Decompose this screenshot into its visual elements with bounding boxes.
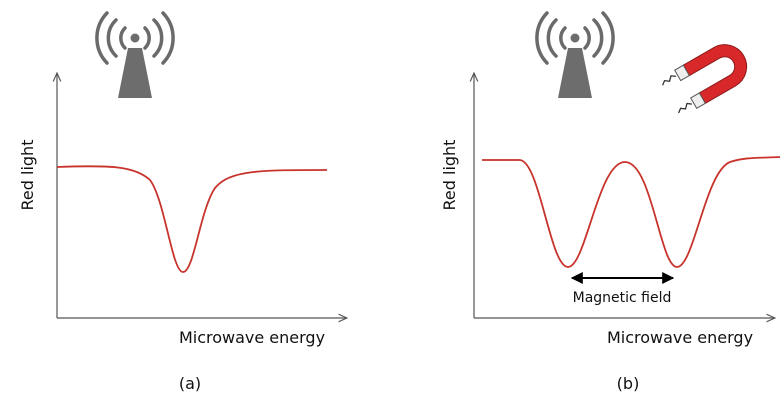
y-axis-label: Red light bbox=[18, 140, 37, 211]
antenna-icon bbox=[97, 13, 173, 98]
caption: (a) bbox=[179, 374, 201, 393]
caption: (b) bbox=[617, 374, 640, 393]
spectrum-curve bbox=[57, 166, 327, 272]
panel-b: Magnetic field Red light Microwave energ… bbox=[440, 13, 780, 393]
antenna-icon bbox=[537, 13, 613, 98]
magnet-icon bbox=[659, 37, 755, 118]
y-axis-label: Red light bbox=[440, 140, 459, 211]
x-axis-label: Microwave energy bbox=[179, 328, 325, 347]
spectrum-curve bbox=[482, 157, 780, 267]
panel-a: Red light Microwave energy (a) bbox=[18, 13, 347, 393]
annotation: Magnetic field bbox=[573, 290, 672, 306]
x-axis-label: Microwave energy bbox=[607, 328, 753, 347]
figure: Red light Microwave energy (a) Magnetic … bbox=[0, 0, 780, 400]
